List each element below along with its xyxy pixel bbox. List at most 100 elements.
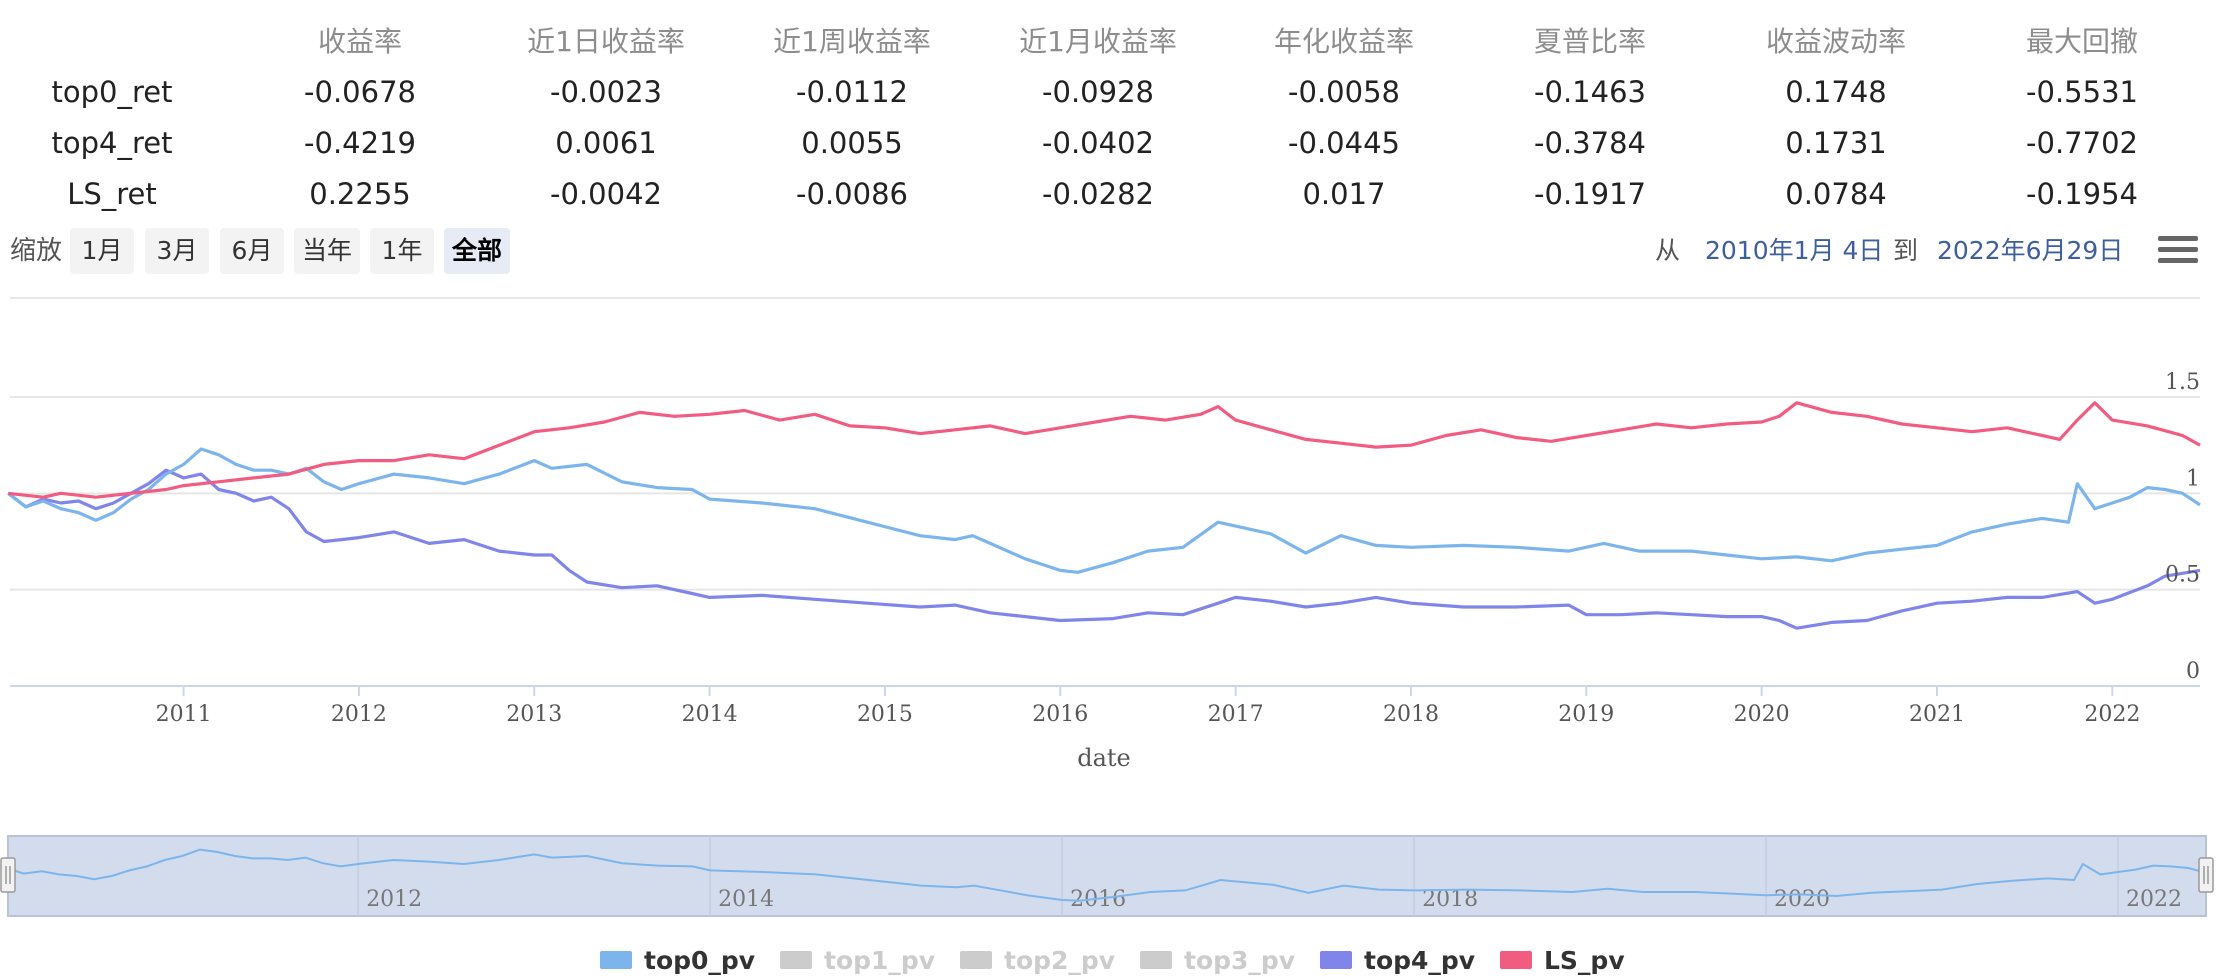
- navigator-tick-label: 2018: [1422, 887, 1478, 912]
- zoom-label: 缩放: [10, 236, 63, 266]
- legend-item-top0[interactable]: top0_pv: [600, 944, 755, 978]
- x-tick-label: 2019: [1558, 702, 1614, 727]
- stats-cell: -0.3784: [1534, 126, 1646, 160]
- stats-row: LS_ret 0.2255 -0.0042 -0.0086 -0.0282 0.…: [0, 169, 2219, 220]
- stats-cell: 0.0784: [1785, 177, 1887, 211]
- legend-swatch: [1140, 951, 1172, 969]
- series-line-LS_pv: [8, 401, 2201, 499]
- stats-header-cell: 最大回撤: [2025, 25, 2138, 58]
- legend-item-top3[interactable]: top3_pv: [1140, 944, 1295, 978]
- navigator-left-handle[interactable]: [0, 857, 16, 893]
- navigator-series-line: [5, 848, 2207, 902]
- stats-cell: 0.0055: [801, 126, 903, 160]
- stats-header-cell: 收益波动率: [1765, 25, 1906, 58]
- stats-cell: -0.4219: [304, 126, 416, 160]
- stats-cell: -0.0023: [550, 75, 662, 109]
- series-line-top4_pv: [7, 468, 2201, 630]
- series-line-top0_pv: [7, 447, 2201, 574]
- stats-row: top0_ret -0.0678 -0.0023 -0.0112 -0.0928…: [0, 67, 2219, 118]
- stats-cell: -0.0112: [796, 75, 908, 109]
- range-from-date[interactable]: 2010年1月 4日: [1705, 236, 1884, 265]
- x-tick-label: 2017: [1208, 702, 1264, 727]
- stats-header-cell: 近1日收益率: [527, 25, 685, 58]
- legend-swatch: [780, 951, 812, 969]
- stats-cell: -0.0042: [550, 177, 662, 211]
- zoom-button-1y[interactable]: 1年: [370, 228, 434, 274]
- legend-label: top2_pv: [1004, 946, 1116, 975]
- series-lines: [7, 401, 2201, 630]
- legend-item-top4[interactable]: top4_pv: [1320, 944, 1475, 978]
- stats-header-row: 收益率 近1日收益率 近1周收益率 近1月收益率 年化收益率 夏普比率 收益波动…: [0, 16, 2219, 67]
- stats-row-label: LS_ret: [67, 177, 157, 211]
- stats-row: top4_ret -0.4219 0.0061 0.0055 -0.0402 -…: [0, 118, 2219, 169]
- stats-cell: -0.7702: [2026, 126, 2138, 160]
- stats-header-cell: 近1月收益率: [1019, 25, 1177, 58]
- y-tick-label: 0: [2186, 659, 2200, 684]
- hamburger-menu-icon[interactable]: [2158, 236, 2198, 266]
- navigator-tick-label: 2020: [1774, 887, 1830, 912]
- navigator-right-handle[interactable]: [2198, 857, 2214, 893]
- y-tick-label: 0.5: [2165, 563, 2200, 588]
- x-tick-label: 2015: [857, 702, 913, 727]
- stats-cell: 0.1748: [1785, 75, 1887, 109]
- navigator-mask[interactable]: [7, 835, 2207, 917]
- stats-cell: -0.0058: [1288, 75, 1400, 109]
- y-tick-label: 1: [2186, 466, 2200, 491]
- x-tick-label: 2011: [156, 702, 212, 727]
- stats-header-cell: 近1周收益率: [773, 25, 931, 58]
- legend-label: top4_pv: [1364, 946, 1476, 975]
- legend-swatch: [1320, 951, 1352, 969]
- legend-swatch: [1500, 951, 1532, 969]
- stats-cell: -0.0445: [1288, 126, 1400, 160]
- navigator[interactable]: 2012 2014 2016 2018 2020 2022: [0, 835, 2214, 917]
- stats-cell: -0.0086: [796, 177, 908, 211]
- stats-cell: -0.1463: [1534, 75, 1646, 109]
- stats-cell: -0.1917: [1534, 177, 1646, 211]
- zoom-button-1m[interactable]: 1月: [70, 228, 134, 274]
- zoom-button-3m[interactable]: 3月: [145, 228, 209, 274]
- zoom-button-ytd[interactable]: 当年: [294, 228, 360, 274]
- x-tick-label: 2022: [2084, 702, 2140, 727]
- range-selector: 缩放 1月 3月 6月 当年 1年 全部 从 2010年1月 4日 到 2022…: [0, 228, 2219, 274]
- range-from-label: 从: [1655, 236, 1681, 265]
- legend-label: top3_pv: [1184, 946, 1296, 975]
- stats-header-cell: 收益率: [317, 25, 402, 58]
- stats-cell: 0.017: [1302, 177, 1386, 211]
- x-tick-label: 2021: [1909, 702, 1965, 727]
- legend-label: top1_pv: [824, 946, 936, 975]
- stats-row-label: top0_ret: [51, 75, 173, 109]
- stats-cell: 0.0061: [555, 126, 657, 160]
- stats-cell: 0.2255: [309, 177, 411, 211]
- navigator-tick-label: 2012: [366, 887, 422, 912]
- stats-cell: -0.1954: [2026, 177, 2138, 211]
- range-to-date[interactable]: 2022年6月29日: [1937, 236, 2124, 265]
- zoom-button-6m[interactable]: 6月: [220, 228, 284, 274]
- stats-row-label: top4_ret: [51, 126, 173, 160]
- legend-swatch: [600, 951, 632, 969]
- x-tick-label: 2016: [1032, 702, 1088, 727]
- stats-cell: 0.1731: [1785, 126, 1887, 160]
- stats-cell: -0.0402: [1042, 126, 1154, 160]
- line-chart: 0 0.5 1 1.5 2011 2012 2013 2014 2015 2016 2017 2018…: [0, 297, 2214, 917]
- zoom-button-all[interactable]: 全部: [444, 228, 510, 274]
- range-to-label: 到: [1893, 236, 1919, 265]
- stats-header-cell: 年化收益率: [1273, 25, 1414, 58]
- stats-cell: -0.0928: [1042, 75, 1154, 109]
- legend-swatch: [960, 951, 992, 969]
- legend: top0_pv top1_pv top2_pv top3_pv top4_pv …: [0, 944, 2219, 978]
- x-axis-title: date: [1077, 744, 1131, 772]
- stats-table: 收益率 近1日收益率 近1周收益率 近1月收益率 年化收益率 夏普比率 收益波动…: [0, 16, 2219, 220]
- y-tick-label: 1.5: [2165, 370, 2200, 395]
- legend-item-top1[interactable]: top1_pv: [780, 944, 935, 978]
- stats-header-cell: 夏普比率: [1533, 25, 1646, 58]
- navigator-tick-label: 2022: [2126, 887, 2182, 912]
- stats-cell: -0.0282: [1042, 177, 1154, 211]
- x-tick-label: 2018: [1383, 702, 1439, 727]
- axes: 0 0.5 1 1.5 2011 2012 2013 2014 2015 2016 2017 2018…: [10, 370, 2200, 727]
- stats-cell: -0.5531: [2026, 75, 2138, 109]
- x-tick-label: 2014: [682, 702, 738, 727]
- x-tick-label: 2012: [331, 702, 387, 727]
- legend-item-top2[interactable]: top2_pv: [960, 944, 1115, 978]
- legend-label: LS_pv: [1544, 946, 1625, 975]
- legend-item-ls[interactable]: LS_pv: [1500, 944, 1625, 978]
